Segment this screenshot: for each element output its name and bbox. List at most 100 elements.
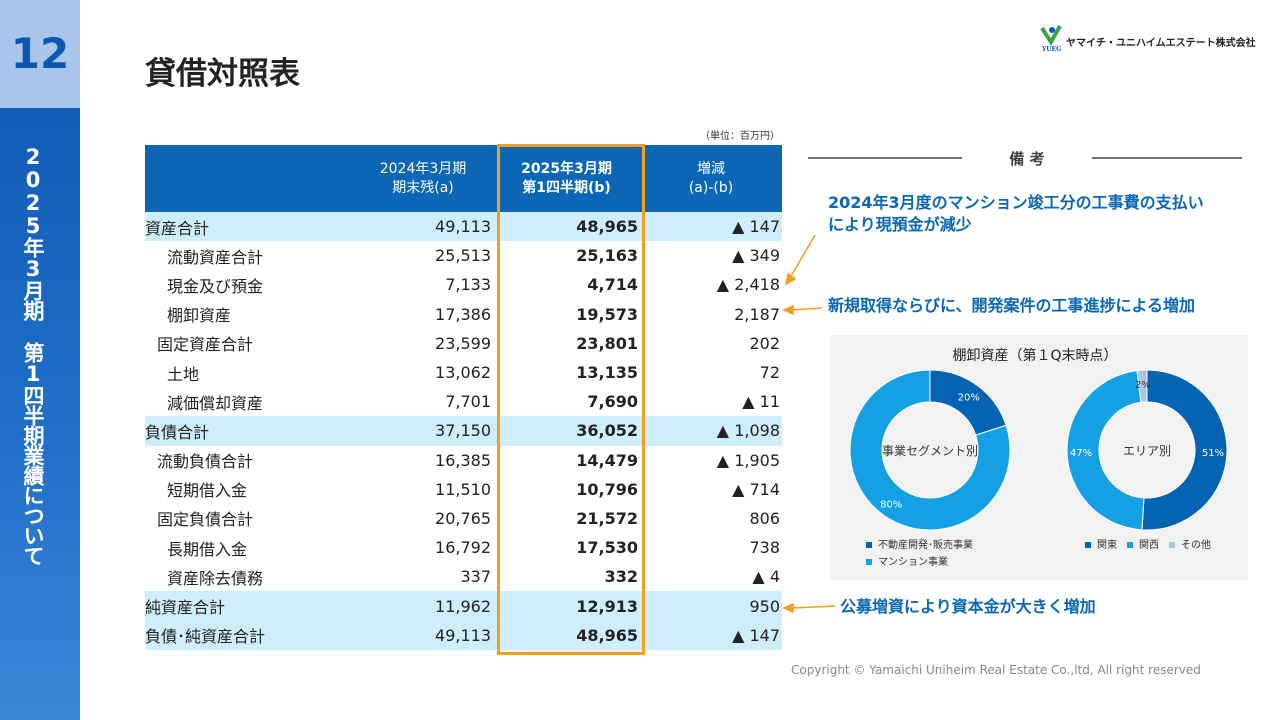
table-cell: 12,913 — [493, 591, 640, 621]
table-cell: 950 — [640, 591, 782, 621]
table-cell: 49,113 — [353, 212, 493, 242]
remarks-title: 備 考 — [1009, 150, 1044, 168]
table-cell: 16,385 — [435, 450, 491, 470]
legend-swatch — [1127, 542, 1133, 548]
donut-segment — [1136, 369, 1148, 403]
table-cell: 資産合計 — [145, 212, 353, 242]
table-row: 現金及び預金 7,133 4,714 ▲ 2,418 — [145, 270, 782, 299]
table-cell: 14,479 — [576, 450, 638, 470]
legend-label: 関西 — [1139, 539, 1159, 551]
table-cell: 25,163 — [576, 246, 638, 266]
table-row: 負債合計 37,150 36,052 ▲ 1,098 — [145, 416, 782, 446]
remark-line: 新規取得ならびに、開発案件の工事進捗による増加 — [828, 296, 1196, 315]
table-cell: 23,801 — [576, 333, 638, 353]
value-label: 20% — [958, 393, 980, 404]
table-cell: ▲ 11 — [742, 392, 780, 412]
legend-label: 関東 — [1097, 538, 1117, 551]
table-cell: 純資産合計 — [145, 591, 353, 621]
remark-line: により現預金が減少 — [828, 215, 972, 234]
table-cell: 202 — [749, 333, 780, 353]
donut-segment — [849, 369, 1011, 531]
value-label: 2% — [1135, 380, 1151, 391]
table-row: 資産合計 49,113 48,965 ▲ 147 — [145, 212, 782, 242]
table-cell: ▲ 714 — [732, 479, 780, 499]
legend-swatch — [1169, 542, 1175, 548]
table-cell: ▲ 147 — [640, 620, 782, 650]
header-line: 2025年3月期 — [521, 160, 612, 177]
table-cell: 332 — [604, 567, 638, 587]
panel-title: 棚卸資産（第１Q末時点） — [952, 347, 1117, 364]
table-cell: 48,965 — [493, 212, 640, 242]
donut-segment — [1141, 369, 1228, 531]
table-cell: 337 — [460, 567, 491, 587]
table-row: 流動負債合計 16,385 14,479 ▲ 1,905 — [145, 446, 782, 475]
table-cell: 減価償却資産 — [167, 393, 264, 413]
copyright: Copyright © Yamaichi Uniheim Real Estate… — [791, 663, 1201, 677]
table-cell: 21,572 — [576, 508, 638, 528]
section-a: 2025年3月期 — [21, 145, 45, 320]
table-cell: 現金及び預金 — [167, 276, 264, 296]
table-row: 固定資産合計 23,599 23,801 202 — [145, 329, 782, 358]
table-cell: 37,150 — [353, 416, 493, 446]
table-cell: 17,530 — [576, 538, 638, 558]
table-cell: 固定負債合計 — [157, 510, 254, 530]
table-row: 減価償却資産 7,701 7,690 ▲ 11 — [145, 387, 782, 416]
section-b: 第1四半期業績について — [21, 342, 45, 565]
balance-table: 2024年3月期 期末残(a) 2025年3月期 第1四半期(b) 増減 (a)-(b) 資… — [145, 145, 782, 650]
table-row: 固定負債合計 20,765 21,572 806 — [145, 504, 782, 533]
header-row: 2024年3月期 期末残(a) 2025年3月期 第1四半期(b) 増減 (a)-(b) — [145, 145, 782, 212]
table-row: 短期借入金 11,510 10,796 ▲ 714 — [145, 475, 782, 504]
table-cell: 資産除去債務 — [167, 568, 264, 588]
company: ヤマイチ・ユニハイムエステート株式会社 — [1066, 38, 1256, 49]
table-row: 棚卸資産 17,386 19,573 2,187 — [145, 300, 782, 329]
table-cell: ▲ 2,418 — [716, 275, 780, 295]
table-cell: 負債合計 — [145, 416, 353, 446]
header-line: 第1四半期(b) — [522, 179, 611, 196]
legend-swatch — [866, 542, 872, 548]
table-cell: 4,714 — [587, 275, 638, 295]
table-cell: 48,965 — [493, 620, 640, 650]
value-label: 47% — [1070, 448, 1092, 459]
table-cell: 短期借入金 — [167, 481, 248, 501]
title: 貸借対照表 — [145, 56, 300, 92]
table-cell: 土地 — [167, 364, 200, 384]
sidebar — [0, 0, 80, 720]
table-row: 流動資産合計 25,513 25,163 ▲ 349 — [145, 241, 782, 270]
legend-swatch — [1085, 542, 1091, 548]
table-cell: 11,510 — [435, 479, 491, 499]
table-cell: 13,135 — [576, 363, 638, 383]
legend-label: マンション事業 — [878, 555, 948, 568]
table-cell: 49,113 — [353, 620, 493, 650]
header-cell: 2025年3月期 第1四半期(b) — [493, 145, 640, 212]
table-cell: 806 — [749, 508, 780, 528]
header-line: (a)-(b) — [688, 179, 734, 196]
table-cell: 25,513 — [435, 246, 491, 266]
remark-line: 2024年3月度のマンション竣工分の工事費の支払い — [828, 193, 1204, 212]
table-cell: 7,690 — [587, 392, 638, 412]
legend-label: 不動産開発･販売事業 — [878, 538, 973, 551]
table-row: 負債･純資産合計 49,113 48,965 ▲ 147 — [145, 620, 782, 650]
table-cell: 36,052 — [493, 416, 640, 446]
table-cell: 17,386 — [435, 304, 491, 324]
highlight-box — [497, 144, 645, 655]
table-cell: 72 — [759, 363, 780, 383]
value-label: 80% — [880, 499, 902, 510]
remark: 新規取得ならびに、開発案件の工事進捗による増加 — [828, 295, 1195, 317]
table-cell: 20,765 — [435, 508, 491, 528]
logo-mark: YUEG — [1042, 46, 1062, 53]
header-cell: 増減 (a)-(b) — [640, 145, 782, 212]
table-cell: 固定資産合計 — [157, 335, 254, 355]
table-cell: 11,962 — [353, 591, 493, 621]
table-cell: 13,062 — [435, 363, 491, 383]
header-line: 増減 — [697, 160, 725, 177]
table-cell: ▲ 4 — [752, 567, 780, 587]
remark-line: 公募増資により資本金が大きく増加 — [840, 597, 1096, 616]
table-cell: ▲ 147 — [640, 212, 782, 242]
table-cell: 負債･純資産合計 — [145, 620, 353, 650]
header-line: 2024年3月期 — [379, 160, 467, 177]
table-row: 長期借入金 16,792 17,530 738 — [145, 533, 782, 562]
section-title: 2025年3月期第1四半期業績について — [18, 145, 48, 565]
table-cell: 19,573 — [576, 304, 638, 324]
table-cell: 16,792 — [435, 538, 491, 558]
